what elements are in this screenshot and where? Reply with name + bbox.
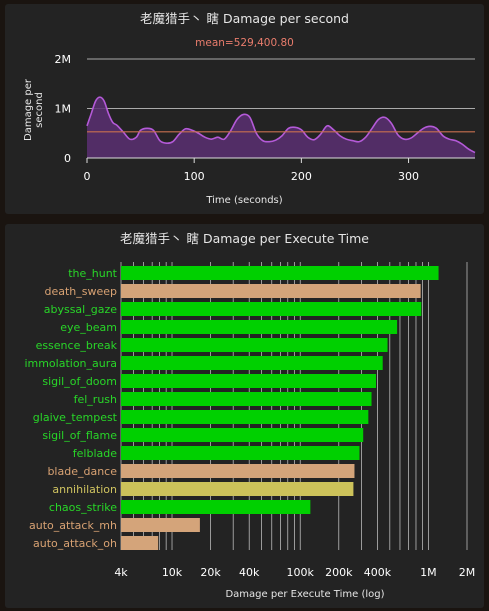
dpet-x-tick-label: 200k	[325, 566, 353, 579]
dpet-bar-immolation_aura	[121, 356, 383, 370]
dpet-bar-auto_attack_mh	[121, 518, 200, 532]
dps-y-axis-label-line2: second	[34, 92, 45, 128]
dpet-bar-felblade	[121, 446, 360, 460]
dps-chart-panel: 老魔猎手丶 瞎 Damage per second mean=529,400.8…	[5, 4, 484, 214]
dpet-x-tick-label: 10k	[162, 566, 183, 579]
dpet-bar-sigil_of_doom	[121, 374, 376, 388]
dpet-x-axis-label: Damage per Execute Time (log)	[225, 589, 384, 600]
dpet-bar-abyssal_gaze	[121, 302, 422, 316]
dpet-bar-sigil_of_flame	[121, 428, 364, 442]
dpet-category-label: sigil_of_doom	[42, 375, 117, 388]
dpet-bar-fel_rush	[121, 392, 372, 406]
dpet-category-label: annihilation	[52, 483, 117, 496]
dps-x-axis-label: Time (seconds)	[205, 195, 282, 206]
dps-area-fill	[87, 97, 475, 158]
dpet-bar-annihilation	[121, 482, 354, 496]
dpet-category-label: abyssal_gaze	[44, 303, 117, 316]
dpet-bar-glaive_tempest	[121, 410, 369, 424]
dpet-x-tick-label: 400k	[364, 566, 392, 579]
dpet-x-tick-label: 2M	[459, 566, 476, 579]
dps-series-line	[86, 96, 476, 154]
dpet-category-label: death_sweep	[44, 285, 117, 298]
dps-y-tick-label: 0	[64, 152, 71, 165]
dpet-category-label: immolation_aura	[24, 357, 117, 370]
dps-chart: 老魔猎手丶 瞎 Damage per second mean=529,400.8…	[23, 11, 476, 206]
dpet-bar-the_hunt	[121, 266, 439, 280]
dpet-category-label: chaos_strike	[49, 501, 117, 514]
dpet-category-label: blade_dance	[47, 465, 117, 478]
dpet-category-label: eye_beam	[60, 321, 117, 334]
dpet-x-tick-label: 20k	[200, 566, 221, 579]
dps-y-axis-label-line1: Damage per	[23, 78, 34, 141]
dpet-category-label: the_hunt	[68, 267, 117, 280]
dps-x-tick-label: 0	[84, 170, 91, 183]
dps-x-tick-label: 100	[184, 170, 205, 183]
dpet-bar-eye_beam	[121, 320, 398, 334]
dpet-x-tick-label: 4k	[114, 566, 128, 579]
dpet-bar-death_sweep	[121, 284, 421, 298]
dps-y-tick-label: 2M	[55, 53, 72, 66]
dpet-bar-chaos_strike	[121, 500, 311, 514]
dpet-category-label: auto_attack_oh	[33, 537, 117, 550]
dpet-x-tick-label: 100k	[287, 566, 315, 579]
dpet-category-label: sigil_of_flame	[42, 429, 117, 442]
dpet-category-label: fel_rush	[74, 393, 117, 406]
dpet-category-label: glaive_tempest	[33, 411, 118, 424]
dpet-chart-title: 老魔猎手丶 瞎 Damage per Execute Time	[120, 231, 369, 246]
dps-x-tick-label: 200	[291, 170, 312, 183]
dpet-bar-auto_attack_oh	[121, 536, 159, 550]
dpet-x-tick-label: 1M	[420, 566, 437, 579]
dpet-x-tick-label: 40k	[239, 566, 260, 579]
dpet-chart: 老魔猎手丶 瞎 Damage per Execute Time the_hunt…	[24, 231, 476, 600]
dpet-chart-panel: 老魔猎手丶 瞎 Damage per Execute Time the_hunt…	[5, 224, 484, 608]
dpet-bar-essence_break	[121, 338, 388, 352]
dpet-category-label: auto_attack_mh	[29, 519, 117, 532]
dps-x-tick-label: 300	[398, 170, 419, 183]
dpet-category-label: felblade	[73, 447, 117, 460]
dps-y-tick-label: 1M	[55, 103, 72, 116]
dpet-category-label: essence_break	[36, 339, 118, 352]
dps-mean-label: mean=529,400.80	[195, 37, 294, 49]
dpet-bar-blade_dance	[121, 464, 355, 478]
dps-chart-title: 老魔猎手丶 瞎 Damage per second	[140, 11, 349, 26]
